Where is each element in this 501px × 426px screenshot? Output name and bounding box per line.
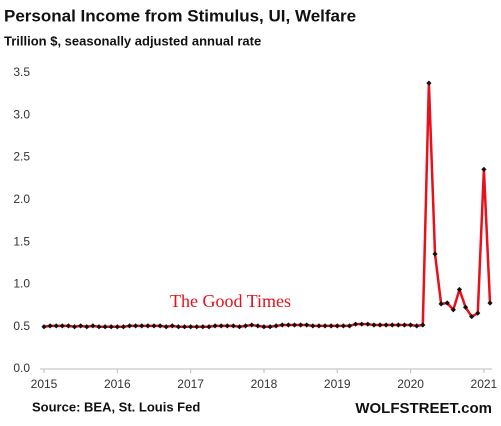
marker <box>53 323 59 329</box>
marker <box>126 323 133 329</box>
marker <box>59 323 65 329</box>
marker <box>285 322 291 328</box>
marker <box>90 323 96 329</box>
marker <box>71 324 78 330</box>
marker <box>102 324 108 330</box>
brand: WOLFSTREET.com <box>355 400 492 417</box>
marker <box>291 322 298 328</box>
x-tick-label: 2018 <box>251 377 278 391</box>
y-tick-label: 2.5 <box>13 150 30 164</box>
marker <box>84 324 90 330</box>
marker <box>450 307 456 313</box>
marker <box>78 323 84 329</box>
marker <box>169 323 175 329</box>
x-tick-label: 2020 <box>397 377 424 391</box>
marker <box>108 324 114 330</box>
marker <box>181 324 188 330</box>
marker <box>487 300 493 306</box>
marker <box>236 324 243 330</box>
marker <box>426 80 432 86</box>
marker <box>133 323 139 329</box>
marker <box>316 323 322 329</box>
marker <box>444 300 450 306</box>
marker <box>456 286 463 293</box>
marker <box>469 313 475 320</box>
x-tick-label: 2021 <box>471 377 498 391</box>
marker <box>200 324 206 330</box>
marker <box>224 323 230 329</box>
marker <box>218 323 224 329</box>
marker <box>261 324 267 330</box>
marker <box>96 324 102 330</box>
marker <box>328 323 334 329</box>
marker <box>206 324 212 330</box>
marker <box>230 323 236 329</box>
marker <box>334 323 340 329</box>
marker <box>194 324 200 330</box>
marker <box>420 322 426 328</box>
marker <box>273 323 279 329</box>
marker <box>365 321 371 327</box>
marker <box>243 323 249 329</box>
marker <box>407 322 414 328</box>
marker <box>475 310 481 316</box>
marker <box>304 322 310 328</box>
marker <box>157 323 163 329</box>
marker <box>346 323 353 329</box>
marker <box>41 324 47 330</box>
marker <box>401 322 408 328</box>
x-tick-label: 2015 <box>31 377 58 391</box>
marker <box>212 323 218 329</box>
marker <box>359 321 365 327</box>
source: Source: BEA, St. Louis Fed <box>32 399 200 414</box>
marker <box>151 323 157 329</box>
x-tick-label: 2017 <box>177 377 204 391</box>
y-tick-label: 0.0 <box>13 361 30 375</box>
y-tick-label: 3.0 <box>13 107 30 121</box>
marker <box>352 321 359 327</box>
marker <box>432 251 438 257</box>
y-tick-label: 2.0 <box>13 192 30 206</box>
marker <box>389 322 395 328</box>
marker <box>298 322 304 328</box>
marker <box>114 324 120 330</box>
y-tick-label: 3.5 <box>13 65 30 79</box>
marker <box>120 324 127 330</box>
y-tick-label: 0.5 <box>13 319 30 333</box>
marker <box>340 323 346 329</box>
chart-title: Personal Income from Stimulus, UI, Welfa… <box>4 6 356 25</box>
marker <box>481 166 487 173</box>
marker <box>395 322 401 328</box>
marker <box>322 323 328 329</box>
marker <box>175 324 182 330</box>
chart-subtitle: Trillion $, seasonally adjusted annual r… <box>4 33 261 48</box>
marker <box>255 323 261 329</box>
y-tick-label: 1.5 <box>13 234 30 248</box>
x-tick-label: 2016 <box>104 377 131 391</box>
y-tick-label: 1.0 <box>13 277 30 291</box>
marker <box>267 324 273 330</box>
marker <box>279 322 285 328</box>
marker <box>163 324 169 330</box>
marker <box>438 301 444 307</box>
x-tick-label: 2019 <box>324 377 351 391</box>
marker <box>414 323 420 329</box>
marker <box>188 324 194 330</box>
marker <box>249 322 255 328</box>
marker <box>462 304 469 310</box>
marker <box>377 322 383 328</box>
marker <box>310 323 316 329</box>
marker <box>139 323 145 329</box>
marker <box>47 323 53 329</box>
marker <box>65 323 72 329</box>
annotation: The Good Times <box>170 291 291 311</box>
marker <box>371 322 377 328</box>
marker <box>145 323 151 329</box>
marker <box>383 322 389 328</box>
